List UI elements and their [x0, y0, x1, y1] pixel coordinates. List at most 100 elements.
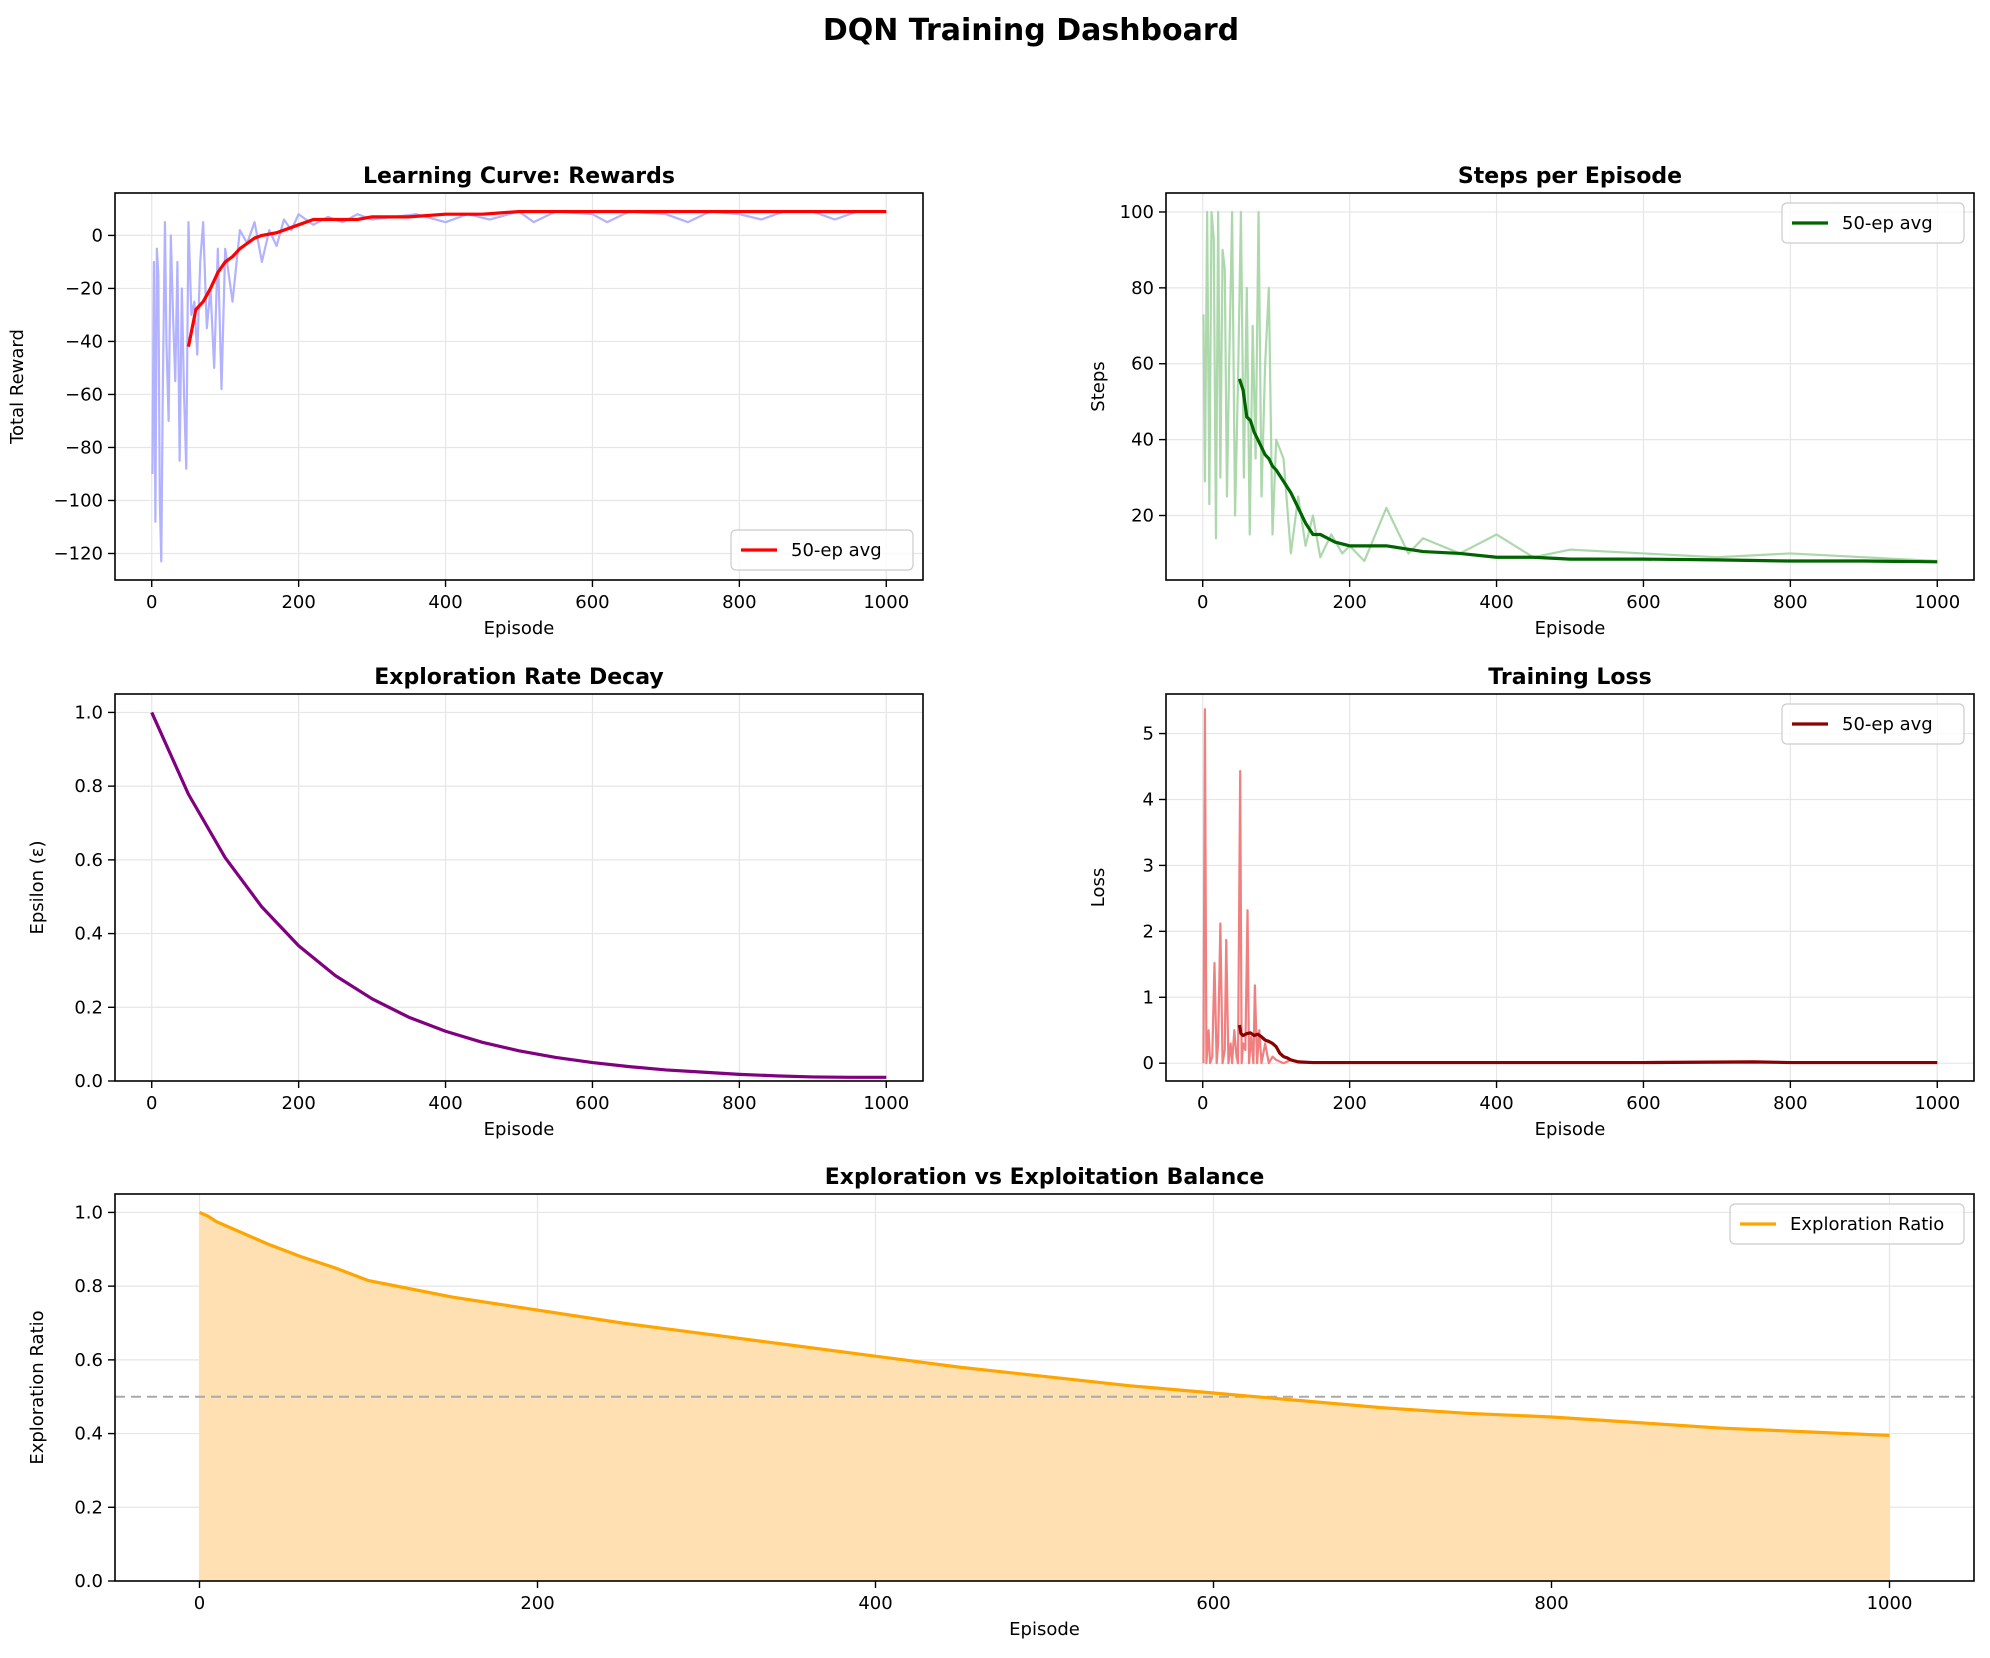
- x-tick-label: 800: [1534, 1593, 1568, 1614]
- y-axis-label: Steps: [1088, 361, 1109, 411]
- y-tick-label: 0.2: [74, 997, 103, 1018]
- x-tick-label: 400: [428, 592, 462, 613]
- chart-panel-4: 0 200 400 600 800 1000 0 1 2 3 4 5 Training Loss Epis…: [1088, 665, 1975, 1140]
- x-tick-label: 0: [1197, 592, 1208, 613]
- y-axis-label: Exploration Ratio: [27, 1310, 48, 1464]
- y-tick-label: 0.6: [74, 1350, 103, 1371]
- x-tick-label: 800: [722, 592, 756, 613]
- axes-frame: [114, 1193, 1975, 1582]
- x-axis-label: Episode: [484, 618, 555, 639]
- x-tick-label: 600: [575, 592, 609, 613]
- y-tick-label: 1.0: [74, 702, 103, 723]
- y-axis-label: Total Reward: [7, 329, 28, 445]
- legend-box: [1781, 202, 1965, 244]
- chart-panel-1: 0 200 400 600 800 1000 −120 −100 −80 −60 −40 −20 0 Le…: [7, 164, 924, 639]
- y-tick-label: 3: [1143, 855, 1154, 876]
- y-tick-label: 0.8: [74, 1276, 103, 1297]
- x-axis-label: Episode: [1535, 1119, 1606, 1140]
- y-tick-label: 0: [92, 225, 103, 246]
- series-line-raw: [1202, 210, 1938, 563]
- x-axis-label: Episode: [1535, 618, 1606, 639]
- figure-title: DQN Training Dashboard: [823, 13, 1239, 48]
- axes-frame: [114, 192, 924, 581]
- y-tick-label: 2: [1143, 921, 1154, 942]
- y-tick-label: 40: [1131, 430, 1154, 451]
- legend-label: 50-ep avg: [791, 540, 882, 561]
- y-tick-label: 1: [1143, 987, 1154, 1008]
- x-tick-label: 200: [1332, 592, 1366, 613]
- chart-title: Learning Curve: Rewards: [363, 164, 675, 189]
- x-tick-label: 0: [194, 1593, 205, 1614]
- chart-title: Exploration Rate Decay: [374, 665, 663, 690]
- y-tick-label: −60: [65, 384, 103, 405]
- chart-panel-5: 0 200 400 600 800 1000 0.0 0.2 0.4 0.6 0.8 1.0 Explo…: [27, 1165, 1975, 1640]
- legend-box: [730, 529, 914, 571]
- y-tick-label: 5: [1143, 724, 1154, 745]
- y-axis-label: Loss: [1088, 868, 1109, 907]
- x-tick-label: 400: [428, 1093, 462, 1114]
- legend-box: [1729, 1203, 1965, 1245]
- y-tick-label: 0.0: [74, 1571, 103, 1592]
- legend-box: [1781, 703, 1965, 745]
- y-tick-label: 0.0: [74, 1071, 103, 1092]
- x-tick-label: 200: [281, 592, 315, 613]
- y-tick-label: 20: [1131, 506, 1154, 527]
- y-tick-label: 0.4: [74, 924, 103, 945]
- y-tick-label: −100: [54, 490, 103, 511]
- x-tick-label: 200: [1332, 1093, 1366, 1114]
- x-axis-label: Episode: [1009, 1619, 1080, 1640]
- plot-area: [151, 209, 887, 563]
- x-tick-label: 1000: [1867, 1593, 1913, 1614]
- series-line-avg-50-ep-avg: [1237, 1024, 1938, 1065]
- x-tick-label: 400: [1479, 592, 1513, 613]
- x-tick-label: 200: [281, 1093, 315, 1114]
- y-tick-label: 0.8: [74, 776, 103, 797]
- x-tick-label: 800: [722, 1093, 756, 1114]
- plot-area: [115, 1210, 1974, 1581]
- chart-panel-2: 0 200 400 600 800 1000 20 40 60 80 100 Steps per Ep…: [1088, 164, 1975, 639]
- y-tick-label: 100: [1120, 202, 1154, 223]
- x-tick-label: 1000: [863, 592, 909, 613]
- y-tick-label: −80: [65, 437, 103, 458]
- y-tick-label: 1.0: [74, 1202, 103, 1223]
- axes-frame: [114, 693, 924, 1082]
- axes-frame: [1165, 192, 1975, 581]
- legend: Exploration Ratio: [1729, 1203, 1965, 1245]
- chart-title: Steps per Episode: [1458, 164, 1682, 189]
- x-tick-label: 1000: [1914, 592, 1960, 613]
- y-axis-label: Epsilon (ε): [27, 840, 48, 934]
- x-tick-label: 600: [1626, 1093, 1660, 1114]
- axes-frame: [1165, 693, 1975, 1082]
- x-tick-label: 400: [1479, 1093, 1513, 1114]
- y-tick-label: 0.2: [74, 1497, 103, 1518]
- y-tick-label: 0.6: [74, 850, 103, 871]
- series-line-avg-50-ep-avg: [1237, 378, 1938, 564]
- x-tick-label: 0: [146, 592, 157, 613]
- legend-label: 50-ep avg: [1842, 714, 1933, 735]
- plot-area: [150, 711, 887, 1079]
- plot-area: [1202, 210, 1938, 564]
- legend: 50-ep avg: [1781, 202, 1965, 244]
- x-tick-label: 0: [146, 1093, 157, 1114]
- y-tick-label: −120: [54, 543, 103, 564]
- y-tick-label: 80: [1131, 278, 1154, 299]
- series-line-avg-50-ep-avg: [186, 209, 887, 348]
- series-line-raw: [1202, 708, 1938, 1065]
- legend-label: 50-ep avg: [1842, 213, 1933, 234]
- x-tick-label: 0: [1197, 1093, 1208, 1114]
- x-tick-label: 600: [575, 1093, 609, 1114]
- x-axis-label: Episode: [484, 1119, 555, 1140]
- y-tick-label: 0.4: [74, 1424, 103, 1445]
- legend: 50-ep avg: [1781, 703, 1965, 745]
- y-tick-label: −20: [65, 278, 103, 299]
- x-tick-label: 200: [520, 1593, 554, 1614]
- legend: 50-ep avg: [730, 529, 914, 571]
- x-tick-label: 800: [1773, 592, 1807, 613]
- legend-label: Exploration Ratio: [1790, 1214, 1944, 1235]
- x-tick-label: 600: [1626, 592, 1660, 613]
- y-tick-label: 60: [1131, 354, 1154, 375]
- x-tick-label: 1000: [1914, 1093, 1960, 1114]
- x-tick-label: 1000: [863, 1093, 909, 1114]
- plot-area: [1202, 708, 1938, 1065]
